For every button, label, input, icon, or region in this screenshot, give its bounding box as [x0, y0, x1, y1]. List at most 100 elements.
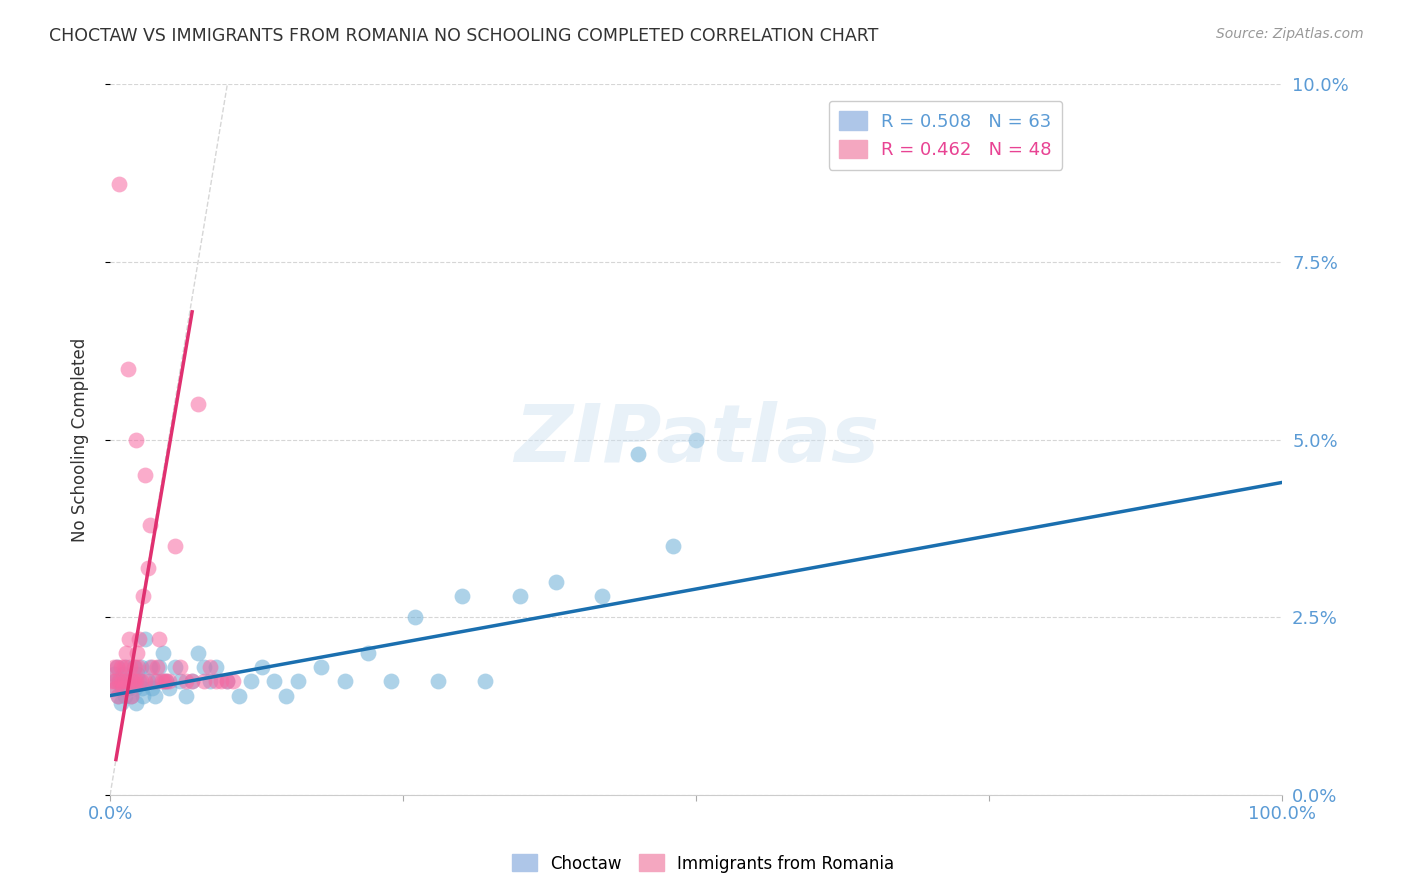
Point: [129, 674, 152, 689]
Point: [121, 674, 143, 689]
Point: [111, 674, 134, 689]
Point: [357, 646, 380, 660]
Point: [110, 660, 132, 674]
Point: [474, 674, 496, 689]
Point: [134, 468, 156, 483]
Point: [204, 660, 226, 674]
Point: [122, 674, 145, 689]
Point: [685, 433, 707, 447]
Point: [125, 667, 148, 681]
Point: [174, 689, 197, 703]
Point: [124, 660, 146, 674]
Point: [132, 689, 155, 703]
Point: [108, 177, 131, 191]
Point: [204, 674, 226, 689]
Point: [122, 660, 145, 674]
Point: [103, 667, 125, 681]
Point: [239, 674, 262, 689]
Point: [139, 660, 162, 674]
Point: [104, 681, 127, 696]
Point: [104, 674, 127, 689]
Point: [591, 589, 613, 603]
Point: [509, 589, 531, 603]
Legend: R = 0.508   N = 63, R = 0.462   N = 48: R = 0.508 N = 63, R = 0.462 N = 48: [828, 101, 1063, 170]
Point: [146, 674, 169, 689]
Point: [263, 674, 285, 689]
Point: [107, 689, 129, 703]
Point: [127, 660, 149, 674]
Point: [131, 681, 153, 696]
Point: [120, 689, 142, 703]
Point: [125, 674, 148, 689]
Point: [117, 674, 139, 689]
Point: [104, 674, 127, 689]
Point: [274, 689, 297, 703]
Point: [252, 660, 274, 674]
Point: [101, 674, 124, 689]
Point: [217, 674, 239, 689]
Point: [228, 689, 250, 703]
Point: [163, 660, 186, 674]
Point: [150, 674, 173, 689]
Point: [181, 674, 204, 689]
Point: [132, 589, 155, 603]
Point: [427, 674, 450, 689]
Point: [193, 660, 215, 674]
Point: [108, 674, 131, 689]
Point: [115, 660, 138, 674]
Point: [136, 674, 159, 689]
Point: [217, 674, 239, 689]
Point: [222, 674, 245, 689]
Point: [187, 646, 209, 660]
Point: [114, 689, 136, 703]
Point: [105, 660, 128, 674]
Point: [103, 660, 125, 674]
Point: [198, 674, 221, 689]
Point: [134, 674, 156, 689]
Point: [111, 667, 134, 681]
Point: [118, 660, 141, 674]
Point: [193, 674, 215, 689]
Point: [152, 646, 174, 660]
Point: [157, 681, 180, 696]
Point: [450, 589, 472, 603]
Point: [380, 674, 402, 689]
Point: [107, 689, 129, 703]
Point: [155, 674, 177, 689]
Point: [117, 361, 139, 376]
Point: [155, 674, 177, 689]
Point: [118, 681, 141, 696]
Point: [128, 674, 150, 689]
Point: [333, 674, 356, 689]
Point: [115, 646, 138, 660]
Point: [209, 674, 232, 689]
Point: [111, 681, 134, 696]
Point: [111, 681, 134, 696]
Point: [146, 660, 169, 674]
Point: [148, 632, 170, 646]
Point: [544, 574, 567, 589]
Point: [153, 674, 176, 689]
Text: Source: ZipAtlas.com: Source: ZipAtlas.com: [1216, 27, 1364, 41]
Point: [105, 660, 128, 674]
Point: [143, 674, 166, 689]
Point: [198, 660, 221, 674]
Point: [110, 696, 132, 710]
Point: [309, 660, 332, 674]
Point: [112, 660, 135, 674]
Point: [141, 681, 163, 696]
Point: [114, 674, 136, 689]
Point: [124, 681, 146, 696]
Point: [287, 674, 309, 689]
Point: [139, 518, 162, 533]
Point: [134, 632, 156, 646]
Point: [169, 674, 191, 689]
Point: [125, 696, 148, 710]
Legend: Choctaw, Immigrants from Romania: Choctaw, Immigrants from Romania: [505, 847, 901, 880]
Point: [157, 674, 180, 689]
Point: [626, 447, 648, 461]
Point: [148, 660, 170, 674]
Point: [118, 632, 141, 646]
Point: [108, 674, 131, 689]
Point: [187, 397, 209, 411]
